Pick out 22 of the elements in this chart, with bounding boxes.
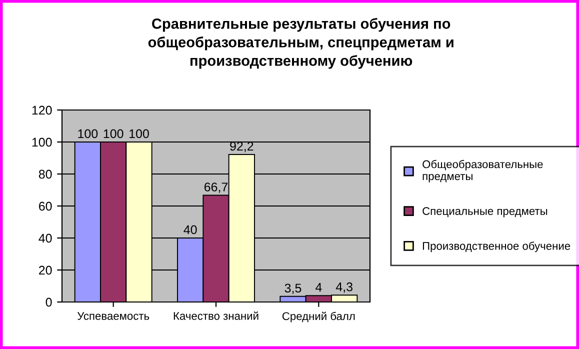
y-tick-label: 100 [32,138,52,147]
x-tick-label: Качество знаний [174,312,258,320]
data-label: 100 [78,129,98,138]
y-tick-label: 40 [38,234,52,243]
chart-title: Сравнительные результаты обучения по общеобразовательным, спецпредметам и производственному обучению [148,18,454,69]
y-tick-label: 120 [32,106,52,115]
data-label: 100 [130,129,149,138]
y-tick-label: 20 [39,266,52,275]
legend-label: Производственное обучение [422,242,570,252]
data-label: 3,5 [284,284,302,294]
legend-label: Специальные предметы [422,207,548,218]
data-label: 40 [184,225,197,234]
x-tick-label: Средний балл [282,312,355,322]
y-tick-label: 60 [39,202,52,211]
data-label: 4,3 [336,282,352,293]
legend-label: Общеобразовательные предметы [422,160,543,182]
x-tick-label: Успеваемость [77,312,150,320]
data-label: 100 [104,129,124,138]
data-label: 4 [315,283,322,292]
data-label: 66,7 [204,182,228,193]
y-tick-label: 80 [38,170,52,179]
y-tick-label: 0 [46,298,52,307]
